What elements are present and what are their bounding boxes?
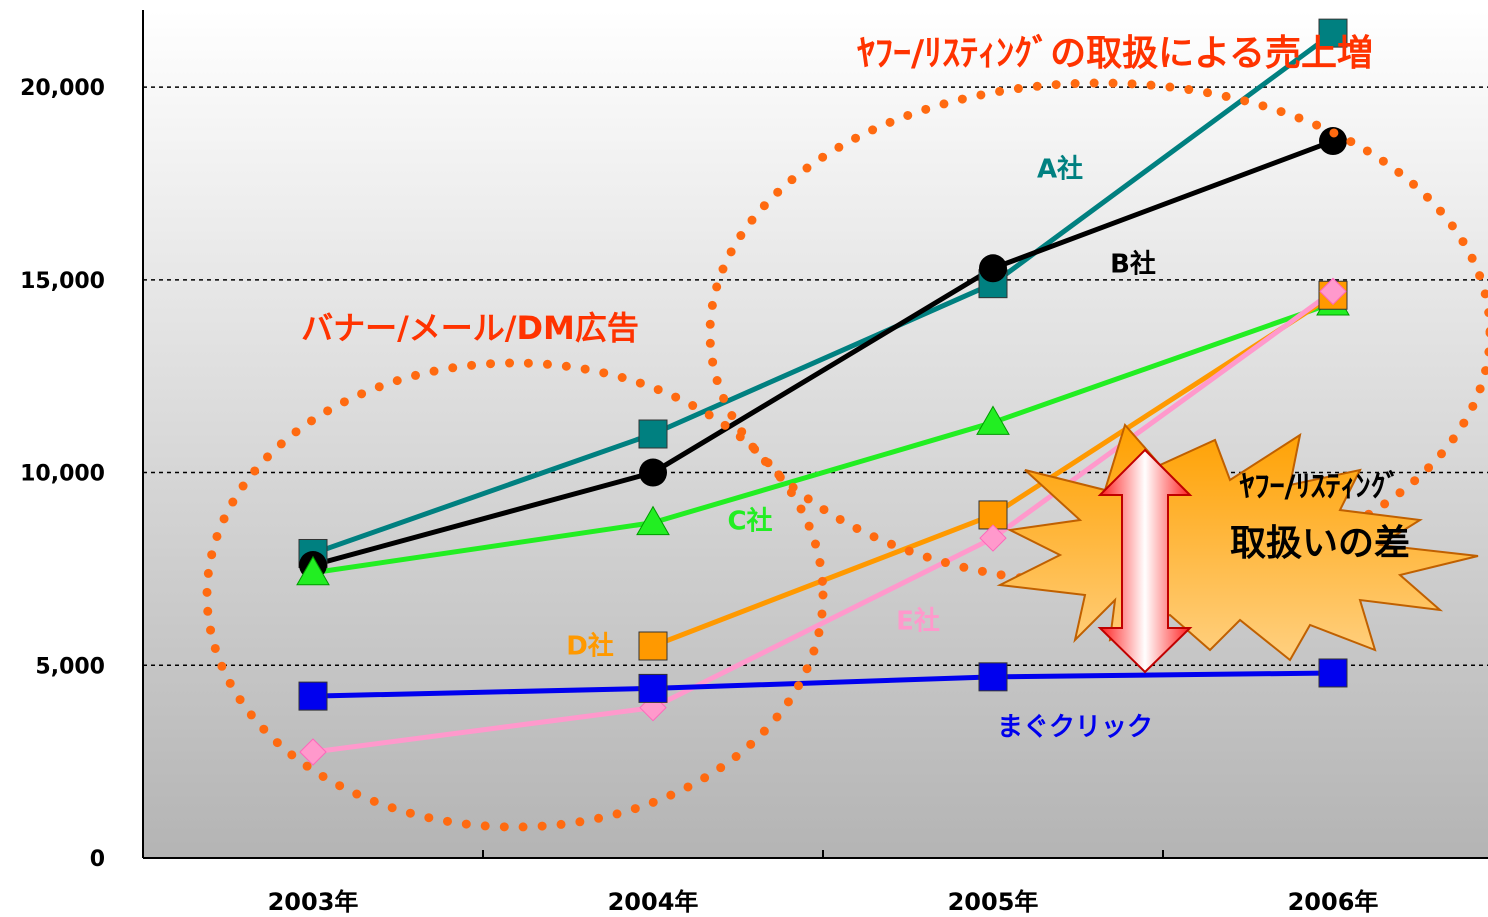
annotation: ﾔﾌｰ/ﾘｽﾃｨﾝｸﾞ <box>1240 470 1401 505</box>
series-line <box>312 670 1334 699</box>
marker <box>1319 277 1347 306</box>
marker <box>979 254 1007 283</box>
ellipse <box>202 358 828 832</box>
x-tick-label: 2006年 <box>1288 888 1379 916</box>
plot-area <box>143 10 1488 858</box>
marker <box>638 673 668 703</box>
y-tick-label: 15,000 <box>20 269 105 294</box>
x-tick-label: 2005年 <box>948 888 1039 916</box>
marker <box>1318 18 1348 48</box>
series-line <box>312 31 1335 556</box>
series-label: C社 <box>727 506 772 537</box>
marker <box>298 681 328 711</box>
series-label: A社 <box>1037 154 1083 185</box>
annotation: 取扱いの差 <box>1230 523 1410 564</box>
y-tick-label: 20,000 <box>20 76 105 101</box>
marker <box>638 419 668 449</box>
marker <box>639 458 667 487</box>
y-tick-label: 10,000 <box>20 462 105 487</box>
annotation: バナー/メール/DM広告 <box>301 309 639 347</box>
series-label: D社 <box>566 631 614 662</box>
series-label: B社 <box>1110 249 1156 280</box>
series-label: まぐクリック <box>997 713 1153 743</box>
x-tick-label: 2003年 <box>268 888 359 916</box>
marker <box>299 738 327 766</box>
marker <box>638 631 668 661</box>
marker <box>978 500 1008 530</box>
marker <box>1318 658 1348 688</box>
y-tick-label: 0 <box>90 847 105 872</box>
series-line <box>312 289 1335 755</box>
marker <box>296 555 330 586</box>
double-arrow <box>1097 448 1193 674</box>
y-tick-label: 5,000 <box>35 654 105 679</box>
marker <box>636 505 670 536</box>
x-tick-label: 2004年 <box>608 888 699 916</box>
series-line <box>312 300 1334 576</box>
marker <box>978 662 1008 692</box>
series-line <box>312 138 1334 568</box>
marker <box>1319 127 1347 156</box>
marker <box>976 405 1010 435</box>
annotation: ﾔﾌｰ/ﾘｽﾃｨﾝｸﾞの取扱による売上増 <box>857 32 1373 74</box>
series-label: E社 <box>896 606 940 637</box>
marker <box>979 524 1007 552</box>
